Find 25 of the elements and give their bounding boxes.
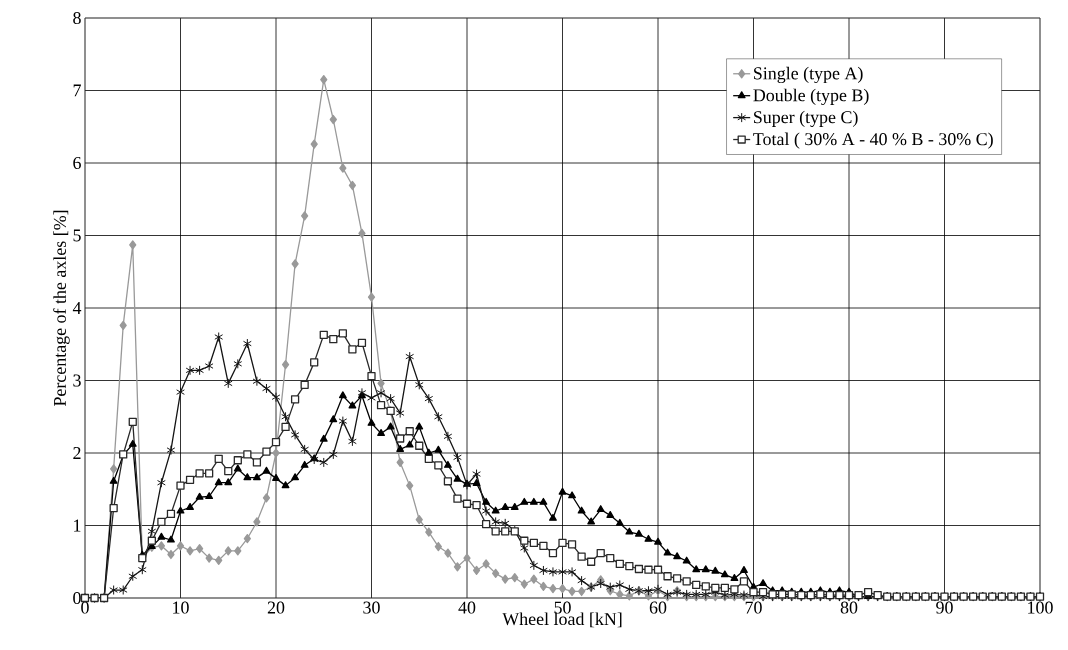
y-tick-label: 2 <box>73 447 81 459</box>
x-tick-label: 10 <box>173 601 189 614</box>
y-tick-label: 1 <box>74 519 81 532</box>
legend-label: Total ( 30% A - 40 % B - 30% C) <box>753 132 993 149</box>
x-tick-label: 30 <box>363 601 380 614</box>
x-tick-label: 100 <box>1028 601 1053 614</box>
y-tick-label: 4 <box>72 302 82 314</box>
y-tick-label: 6 <box>73 156 81 170</box>
legend-label: Single (type A) <box>754 66 863 84</box>
x-tick-label: 40 <box>458 601 476 614</box>
x-tick-label: 20 <box>267 601 285 614</box>
x-axis-title: Wheel load [kN] <box>502 612 622 628</box>
x-tick-label: 70 <box>745 601 762 614</box>
y-tick-label: 5 <box>73 229 81 242</box>
x-tick-label: 90 <box>936 601 953 614</box>
legend-label: Double (type B) <box>753 88 869 106</box>
y-tick-label: 0 <box>73 591 81 605</box>
y-tick-label: 8 <box>73 11 81 25</box>
x-tick-label: 60 <box>649 601 667 614</box>
y-axis-title: Percentage of the axles [%] <box>53 210 70 407</box>
x-tick-label: 80 <box>840 601 858 614</box>
legend-label: Super (type C) <box>754 110 858 127</box>
y-tick-label: 3 <box>73 374 81 387</box>
x-tick-label: 50 <box>554 601 571 614</box>
y-tick-label: 7 <box>73 84 81 97</box>
